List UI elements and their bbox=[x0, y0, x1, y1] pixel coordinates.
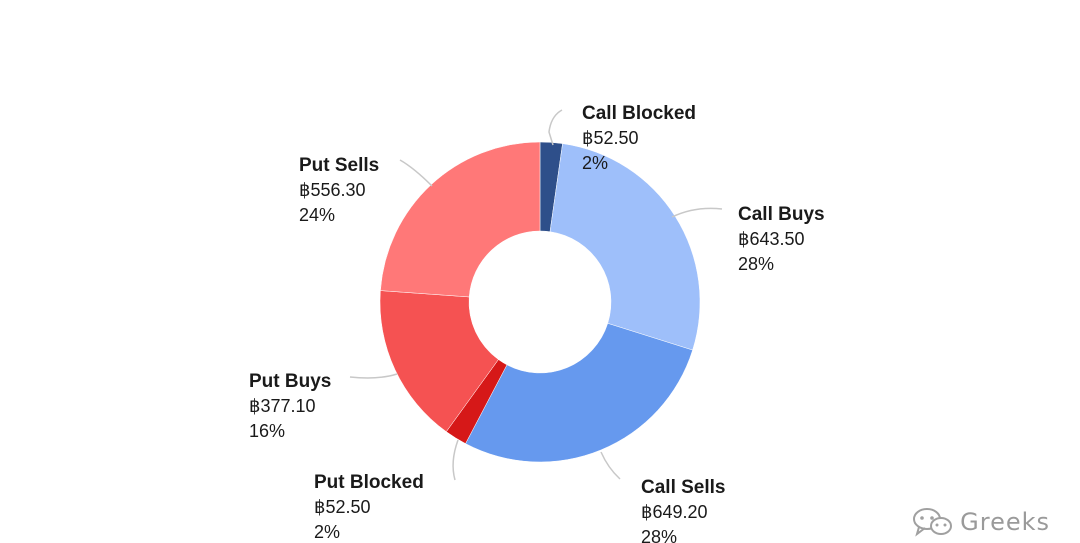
label-name-call-blocked: Call Blocked bbox=[582, 103, 696, 124]
label-name-call-sells: Call Sells bbox=[641, 477, 726, 498]
label-name-put-buys: Put Buys bbox=[249, 371, 331, 392]
slice-call-buys bbox=[549, 143, 701, 351]
label-value-put-blocked: ฿52.50 bbox=[314, 497, 371, 517]
slice-labels: Call Blocked฿52.502%Call Buys฿643.5028%C… bbox=[249, 103, 825, 543]
label-value-call-sells: ฿649.20 bbox=[641, 502, 708, 522]
label-percent-put-buys: 16% bbox=[249, 421, 285, 441]
label-call-blocked: Call Blocked ฿52.50 2% bbox=[582, 103, 696, 173]
leader-line-put-sells bbox=[399, 159, 433, 187]
label-value-put-sells: ฿556.30 bbox=[299, 180, 366, 200]
label-put-sells: Put Sells ฿556.30 24% bbox=[299, 155, 379, 225]
slice-put-sells bbox=[380, 141, 541, 298]
label-percent-call-blocked: 2% bbox=[582, 153, 608, 173]
leader-line-call-buys bbox=[671, 207, 723, 218]
label-value-put-buys: ฿377.10 bbox=[249, 396, 316, 416]
leader-line-put-blocked bbox=[452, 439, 459, 481]
chat-bubbles-icon bbox=[912, 507, 954, 537]
slice-put-buys bbox=[379, 290, 499, 433]
label-value-call-buys: ฿643.50 bbox=[738, 229, 805, 249]
donut-slices bbox=[379, 141, 701, 463]
label-value-call-blocked: ฿52.50 bbox=[582, 128, 639, 148]
label-name-put-sells: Put Sells bbox=[299, 155, 379, 176]
label-call-sells: Call Sells ฿649.20 28% bbox=[641, 477, 726, 543]
leader-lines bbox=[349, 109, 723, 481]
watermark-text: Greeks bbox=[960, 508, 1050, 536]
label-put-buys: Put Buys ฿377.10 16% bbox=[249, 371, 331, 441]
label-name-put-blocked: Put Blocked bbox=[314, 472, 424, 493]
leader-line-call-sells bbox=[600, 451, 621, 480]
label-call-buys: Call Buys ฿643.50 28% bbox=[738, 204, 825, 274]
slice-call-sells bbox=[465, 323, 693, 463]
label-put-blocked: Put Blocked ฿52.50 2% bbox=[314, 472, 424, 542]
watermark: Greeks bbox=[912, 507, 1050, 537]
leader-line-put-buys bbox=[349, 373, 398, 379]
label-percent-call-buys: 28% bbox=[738, 254, 774, 274]
label-percent-call-sells: 28% bbox=[641, 527, 677, 543]
label-name-call-buys: Call Buys bbox=[738, 204, 825, 225]
leader-line-call-blocked bbox=[548, 109, 563, 146]
label-percent-put-sells: 24% bbox=[299, 205, 335, 225]
label-percent-put-blocked: 2% bbox=[314, 522, 340, 542]
